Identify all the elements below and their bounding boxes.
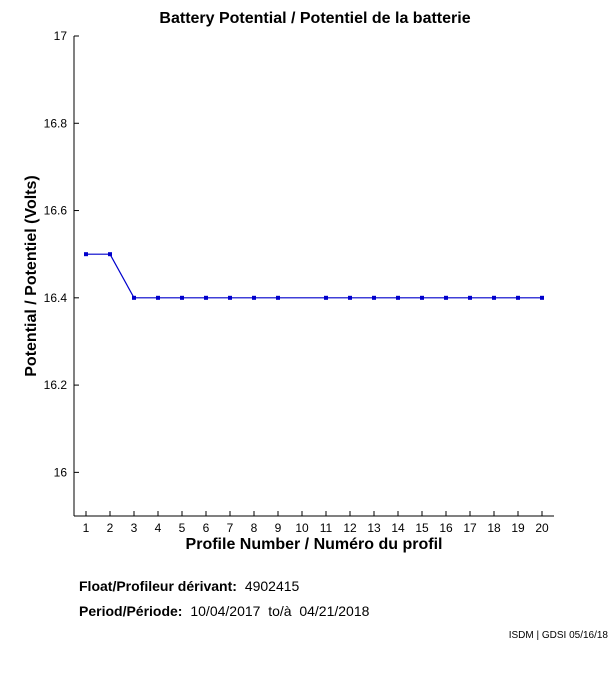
x-tick-label: 6	[203, 521, 210, 535]
series-group	[84, 252, 544, 300]
data-point	[324, 295, 328, 300]
data-point	[348, 295, 352, 300]
data-point	[180, 295, 184, 300]
y-tick-label: 16.8	[44, 116, 68, 130]
x-tick-label: 13	[367, 521, 381, 535]
x-tick-label: 16	[439, 521, 453, 535]
data-point	[468, 295, 472, 300]
y-tick-label: 17	[54, 29, 68, 43]
data-point	[396, 295, 400, 300]
x-axis-label: Profile Number / Numéro du profil	[186, 536, 443, 553]
data-point	[132, 295, 136, 300]
data-point	[228, 295, 232, 300]
chart-title: Battery Potential / Potentiel de la batt…	[159, 10, 470, 27]
period-info: Period/Période: 10/04/2017 to/à 04/21/20…	[79, 603, 369, 619]
period-label: Period/Période:	[79, 603, 183, 619]
x-tick-label: 7	[227, 521, 234, 535]
data-point	[84, 252, 88, 257]
x-tick-label: 12	[343, 521, 357, 535]
x-tick-label: 8	[251, 521, 258, 535]
data-point	[372, 295, 376, 300]
x-tick-label: 5	[179, 521, 186, 535]
battery-potential-chart: Battery Potential / Potentiel de la batt…	[23, 10, 554, 553]
data-point	[276, 295, 280, 300]
x-tick-label: 3	[131, 521, 138, 535]
data-point	[444, 295, 448, 300]
x-axis: 1 2 3 4 5 6 7 8 9 10 11 12 13 14 15 16 17 18 19 20	[83, 511, 549, 535]
period-value: 10/04/2017 to/à 04/21/2018	[190, 603, 370, 619]
x-tick-label: 4	[155, 521, 162, 535]
x-tick-label: 20	[535, 521, 549, 535]
x-tick-label: 10	[295, 521, 309, 535]
float-value: 4902415	[244, 578, 300, 594]
x-tick-label: 9	[275, 521, 282, 535]
footer-credit: ISDM | GDSI 05/16/18	[508, 630, 608, 641]
data-point	[108, 252, 112, 257]
data-point	[156, 295, 160, 300]
x-tick-label: 18	[487, 521, 501, 535]
y-tick-label: 16.6	[44, 204, 68, 218]
data-point	[540, 295, 544, 300]
data-point	[420, 295, 424, 300]
x-tick-label: 1	[83, 521, 90, 535]
y-tick-label: 16.2	[44, 378, 68, 392]
x-tick-label: 2	[107, 521, 114, 535]
x-tick-label: 11	[320, 521, 333, 535]
data-point	[252, 295, 256, 300]
data-point	[516, 295, 520, 300]
float-info: Float/Profileur dérivant: 4902415	[79, 578, 299, 594]
y-axis-label: Potential / Potentiel (Volts)	[23, 175, 40, 377]
data-point	[204, 295, 208, 300]
series-line	[86, 253, 542, 299]
x-tick-label: 14	[391, 521, 405, 535]
y-axis: 16 16.2 16.4 16.6 16.8 17	[44, 29, 79, 479]
x-tick-label: 17	[463, 521, 477, 535]
x-tick-label: 15	[415, 521, 429, 535]
data-point	[492, 295, 496, 300]
y-tick-label: 16.4	[44, 291, 68, 305]
float-label: Float/Profileur dérivant:	[79, 578, 237, 594]
x-tick-label: 19	[511, 521, 525, 535]
y-tick-label: 16	[54, 465, 68, 479]
